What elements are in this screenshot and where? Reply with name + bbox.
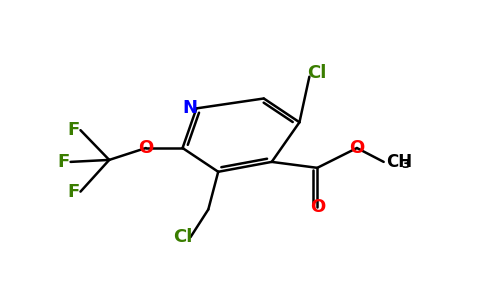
- Text: O: O: [349, 139, 364, 157]
- Text: F: F: [67, 121, 80, 139]
- Text: 3: 3: [402, 158, 410, 171]
- Text: O: O: [138, 139, 153, 157]
- Text: N: N: [182, 99, 197, 117]
- Text: F: F: [58, 153, 70, 171]
- Text: Cl: Cl: [173, 228, 192, 246]
- Text: O: O: [310, 199, 325, 217]
- Text: F: F: [67, 183, 80, 201]
- Text: CH: CH: [386, 153, 412, 171]
- Text: Cl: Cl: [308, 64, 327, 82]
